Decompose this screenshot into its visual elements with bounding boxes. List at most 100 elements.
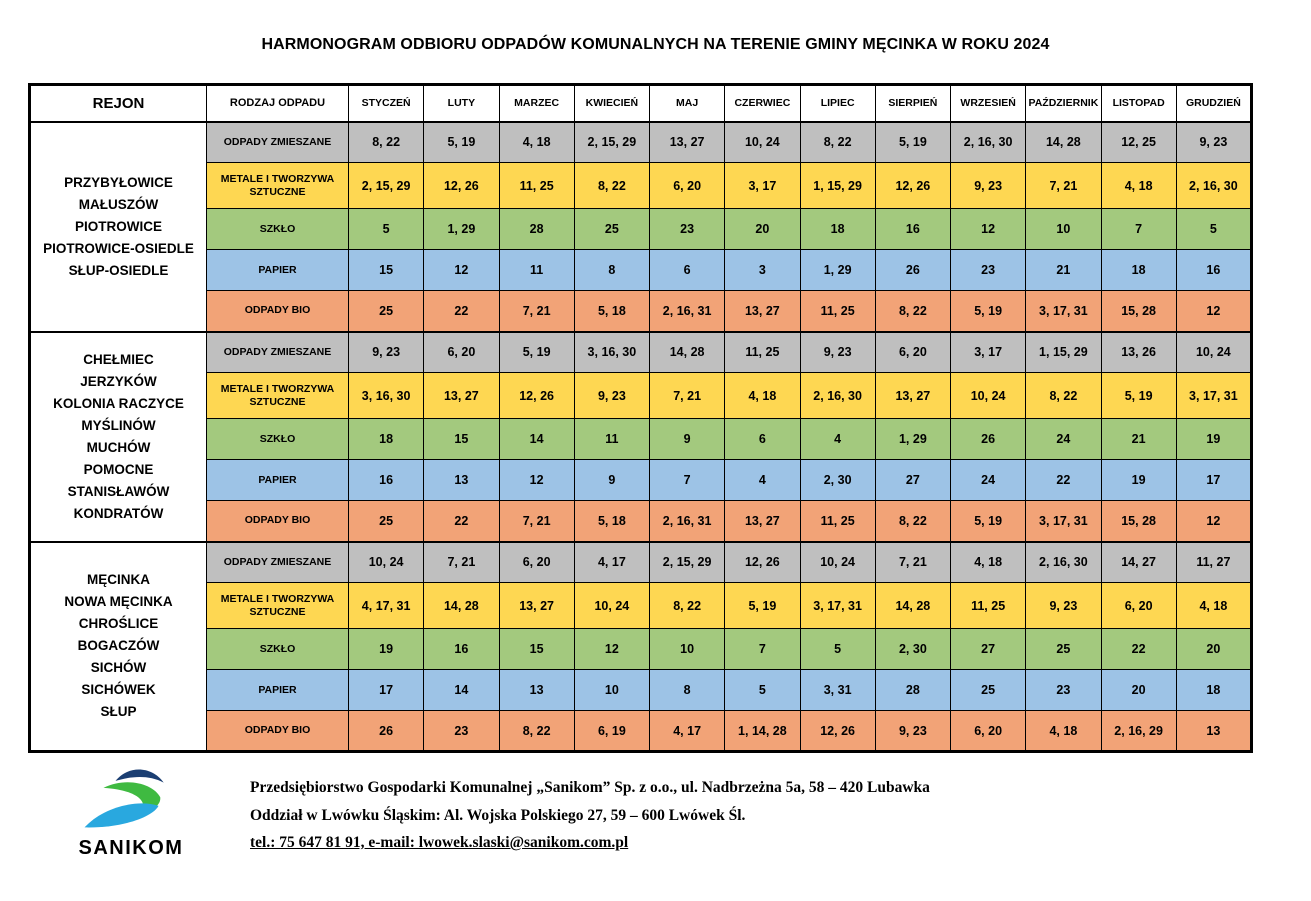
collection-dates-cell: 25	[573, 208, 651, 250]
collection-dates-cell: 7, 21	[423, 540, 500, 583]
collection-dates-cell: 2, 16, 30	[799, 372, 876, 419]
waste-type-label: SZKŁO	[206, 418, 349, 460]
collection-dates-cell: 9	[573, 459, 651, 501]
collection-dates-cell: 26	[949, 418, 1027, 460]
collection-dates-cell: 5	[799, 628, 876, 670]
collection-dates-cell: 5, 19	[724, 582, 801, 629]
collection-dates-cell: 11	[573, 418, 651, 460]
waste-type-label: SZKŁO	[206, 628, 349, 670]
collection-dates-cell: 8, 22	[799, 120, 876, 163]
village-name: SICHÓW	[90, 660, 147, 676]
collection-dates-cell: 13, 27	[724, 290, 801, 332]
schedule-row: CHEŁMIEC JERZYKÓW KOLONIA RACZYCE MYŚLINÓW M…	[29, 330, 1253, 542]
collection-dates-cell: 3, 17, 31	[799, 582, 876, 629]
collection-dates-cell: 15, 28	[1100, 500, 1177, 542]
collection-dates-cell: 12, 26	[498, 372, 575, 419]
collection-dates-cell: 6, 20	[498, 540, 575, 583]
schedule-row: ODPADY BIO 25 22 7, 21 5, 18 2, 16, 31 13, 27 1…	[30, 290, 1253, 332]
collection-dates-cell: 12	[573, 628, 651, 670]
collection-dates-cell: 27	[949, 628, 1027, 670]
village-name: SŁUP-OSIEDLE	[68, 262, 169, 278]
month-header-maj: MAJ	[648, 84, 726, 122]
collection-dates-cell: 14, 28	[874, 582, 952, 629]
sanikom-wordmark: SANIKOM	[78, 837, 184, 859]
collection-dates-cell: 14, 27	[1100, 540, 1177, 583]
collection-dates-cell: 10	[648, 628, 726, 670]
collection-dates-cell: 18	[347, 418, 425, 460]
logo-swoosh-blue	[84, 803, 159, 828]
collection-schedule-table: REJON RODZAJ ODPADU STYCZEŃ LUTY MARZEC …	[28, 83, 1253, 753]
month-header-listopad: LISTOPAD	[1100, 84, 1177, 122]
collection-dates-cell: 14	[423, 669, 500, 711]
collection-dates-cell: 3, 16, 30	[347, 372, 425, 419]
collection-dates-cell: 18	[1100, 249, 1177, 291]
collection-dates-cell: 13, 27	[724, 500, 801, 542]
waste-type-label: SZKŁO	[206, 208, 349, 250]
collection-dates-cell: 13, 27	[874, 372, 952, 419]
collection-dates-cell: 10	[573, 669, 651, 711]
schedule-row: PRZYBYŁOWICE MAŁUSZÓW PIOTROWICE PIOTROWICE…	[29, 120, 1253, 332]
waste-type-label: METALE I TWORZYWA SZTUCZNE	[206, 582, 349, 629]
village-name: BOGACZÓW	[77, 638, 160, 654]
collection-dates-cell: 12, 25	[1100, 120, 1177, 163]
schedule-row: PAPIER 15 12 11 8 6 3 1, 29 26 23 21 18 16	[30, 249, 1253, 291]
collection-dates-cell: 1, 15, 29	[799, 162, 876, 209]
collection-dates-cell: 7, 21	[1025, 162, 1102, 209]
collection-dates-cell: 6	[648, 249, 726, 291]
region-cell: CHEŁMIEC JERZYKÓW KOLONIA RACZYCE MYŚLINÓW M…	[29, 330, 207, 542]
schedule-row: SZKŁO 5 1, 29 28 25 23 20 18 16 12 10 7 5	[30, 208, 1253, 250]
collection-dates-cell: 8	[573, 249, 651, 291]
collection-dates-cell: 9, 23	[874, 710, 952, 752]
collection-dates-cell: 3, 17	[724, 162, 801, 209]
collection-dates-cell: 9	[648, 418, 726, 460]
collection-dates-cell: 2, 16, 30	[1025, 540, 1102, 583]
village-name: PIOTROWICE	[75, 218, 162, 234]
collection-dates-cell: 28	[498, 208, 575, 250]
collection-dates-cell: 5, 19	[1100, 372, 1177, 419]
collection-dates-cell: 10, 24	[1175, 330, 1253, 373]
collection-dates-cell: 3	[724, 249, 801, 291]
collection-dates-cell: 5, 19	[949, 500, 1027, 542]
collection-dates-cell: 22	[423, 500, 500, 542]
collection-dates-cell: 5, 18	[573, 290, 651, 332]
collection-dates-cell: 12	[498, 459, 575, 501]
month-header-kwiecien: KWIECIEŃ	[573, 84, 651, 122]
month-header-wrzesien: WRZESIEŃ	[949, 84, 1027, 122]
collection-dates-cell: 5	[347, 208, 425, 250]
waste-type-label: ODPADY ZMIESZANE	[206, 540, 349, 583]
month-header-lipiec: LIPIEC	[799, 84, 876, 122]
collection-dates-cell: 7	[724, 628, 801, 670]
month-header-grudzien: GRUDZIEŃ	[1175, 84, 1253, 122]
collection-dates-cell: 7, 21	[498, 500, 575, 542]
collection-dates-cell: 12	[1175, 500, 1253, 542]
collection-dates-cell: 11, 25	[799, 500, 876, 542]
company-address-line: Przedsiębiorstwo Gospodarki Komunalnej „…	[250, 779, 930, 796]
collection-dates-cell: 11	[498, 249, 575, 291]
collection-dates-cell: 11, 27	[1175, 540, 1253, 583]
collection-dates-cell: 16	[347, 459, 425, 501]
collection-dates-cell: 4	[799, 418, 876, 460]
collection-dates-cell: 15	[423, 418, 500, 460]
collection-dates-cell: 13	[498, 669, 575, 711]
collection-dates-cell: 7	[648, 459, 726, 501]
collection-dates-cell: 6, 20	[1100, 582, 1177, 629]
collection-dates-cell: 5, 19	[498, 330, 575, 373]
schedule-row: MĘCINKA NOWA MĘCINKA CHROŚLICE BOGACZÓW SICH…	[29, 540, 1253, 752]
collection-dates-cell: 23	[423, 710, 500, 752]
schedule-body: PRZYBYŁOWICE MAŁUSZÓW PIOTROWICE PIOTROWICE…	[29, 120, 1253, 752]
village-name: SŁUP	[100, 704, 137, 720]
collection-dates-cell: 1, 14, 28	[724, 710, 801, 752]
waste-type-label: ODPADY BIO	[206, 500, 349, 542]
collection-dates-cell: 13	[1175, 710, 1253, 752]
collection-dates-cell: 18	[799, 208, 876, 250]
village-name: CHEŁMIEC	[83, 351, 154, 367]
collection-dates-cell: 11, 25	[949, 582, 1027, 629]
footer: SANIKOM Przedsiębiorstwo Gospodarki Komu…	[52, 762, 930, 860]
collection-dates-cell: 5	[724, 669, 801, 711]
collection-dates-cell: 4	[724, 459, 801, 501]
collection-dates-cell: 1, 29	[799, 249, 876, 291]
collection-dates-cell: 6, 20	[648, 162, 726, 209]
collection-dates-cell: 5, 19	[874, 120, 952, 163]
collection-dates-cell: 21	[1025, 249, 1102, 291]
collection-dates-cell: 11, 25	[498, 162, 575, 209]
